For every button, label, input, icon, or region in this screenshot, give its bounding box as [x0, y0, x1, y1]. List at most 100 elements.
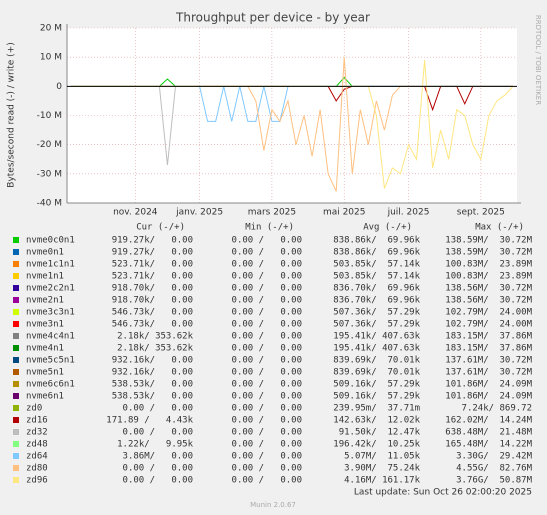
legend-swatch — [13, 285, 19, 291]
legend-cur: 1.22k/ 9.95k — [117, 440, 193, 450]
legend-min: 0.00 / 0.00 — [232, 248, 302, 258]
y-axis-label: Bytes/second read (-) / write (+) — [7, 42, 17, 187]
y-tick-label: 20 M — [40, 24, 62, 34]
legend-name: zd32 — [26, 428, 48, 438]
legend-min: 0.00 / 0.00 — [232, 368, 302, 378]
legend-max: 165.48M/ 14.22M — [445, 440, 532, 450]
legend-swatch — [13, 381, 19, 387]
legend-min: 0.00 / 0.00 — [232, 284, 302, 294]
legend-avg: 4.16M/ 161.17k — [344, 476, 420, 486]
legend-swatch — [13, 393, 19, 399]
legend-swatch — [13, 465, 19, 471]
legend-cur: 0.00 / 0.00 — [123, 476, 193, 486]
legend-min: 0.00 / 0.00 — [232, 296, 302, 306]
x-tick-label: janv. 2025 — [175, 208, 223, 218]
legend-min: 0.00 / 0.00 — [232, 332, 302, 342]
legend-avg: 507.36k/ 57.29k — [333, 320, 420, 330]
legend-cur: 171.89 / 4.43k — [106, 416, 193, 426]
y-tick-label: -20 M — [37, 140, 62, 150]
legend-max: 137.61M/ 30.72M — [445, 356, 532, 366]
legend-cur: 523.71k/ 0.00 — [112, 272, 193, 282]
legend-avg: 839.69k/ 70.01k — [333, 356, 420, 366]
legend-max: 7.24k/ 869.72 — [462, 404, 532, 414]
legend-swatch — [13, 333, 19, 339]
legend-min: 0.00 / 0.00 — [232, 356, 302, 366]
last-update: Last update: Sun Oct 26 02:00:20 2025 — [354, 488, 532, 498]
legend-name: nvme2c2n1 — [26, 284, 75, 294]
x-tick-label: juil. 2025 — [387, 208, 430, 218]
legend-cur: 919.27k/ 0.00 — [112, 248, 193, 258]
legend-cur: 538.53k/ 0.00 — [112, 380, 193, 390]
x-tick-label: mai 2025 — [323, 208, 366, 218]
legend-max: 138.59M/ 30.72M — [445, 236, 532, 246]
legend-name: zd96 — [26, 476, 48, 486]
x-tick-label: sept. 2025 — [457, 208, 505, 218]
legend-max: 183.15M/ 37.86M — [445, 332, 532, 342]
legend-swatch — [13, 297, 19, 303]
legend-column-header: Min (-/+) — [245, 223, 294, 233]
legend-swatch — [13, 357, 19, 363]
legend-name: zd48 — [26, 440, 48, 450]
legend-avg: 196.42k/ 10.25k — [333, 440, 420, 450]
side-note: RRDTOOL / TOBI OETIKER — [534, 15, 542, 105]
legend-cur: 932.16k/ 0.00 — [112, 356, 193, 366]
legend-min: 0.00 / 0.00 — [232, 464, 302, 474]
legend-name: nvme1n1 — [26, 272, 64, 282]
legend-name: nvme1c1n1 — [26, 260, 75, 270]
legend-avg: 507.36k/ 57.29k — [333, 308, 420, 318]
legend-cur: 2.18k/ 353.62k — [117, 344, 193, 354]
legend-swatch — [13, 405, 19, 411]
legend-name: nvme6n1 — [26, 392, 64, 402]
legend-cur: 919.27k/ 0.00 — [112, 236, 193, 246]
legend-min: 0.00 / 0.00 — [232, 428, 302, 438]
legend-swatch — [13, 309, 19, 315]
legend-max: 138.59M/ 30.72M — [445, 248, 532, 258]
legend-name: nvme4n1 — [26, 344, 64, 354]
legend-max: 3.76G/ 50.87M — [456, 476, 532, 486]
legend-column-header: Cur (-/+) — [136, 223, 185, 233]
legend-min: 0.00 / 0.00 — [232, 404, 302, 414]
legend-name: nvme6c6n1 — [26, 380, 75, 390]
legend-swatch — [13, 369, 19, 375]
legend-min: 0.00 / 0.00 — [232, 260, 302, 270]
footer: Munin 2.0.67 — [250, 501, 296, 509]
legend-swatch — [13, 273, 19, 279]
legend-min: 0.00 / 0.00 — [232, 476, 302, 486]
legend-avg: 142.63k/ 12.02k — [333, 416, 420, 426]
chart-title: Throughput per device - by year — [175, 11, 370, 25]
legend-max: 102.79M/ 24.00M — [445, 308, 532, 318]
legend-min: 0.00 / 0.00 — [232, 416, 302, 426]
legend-cur: 546.73k/ 0.00 — [112, 320, 193, 330]
legend-swatch — [13, 345, 19, 351]
legend-avg: 503.85k/ 57.14k — [333, 260, 420, 270]
legend-name: nvme4c4n1 — [26, 332, 75, 342]
legend-max: 162.02M/ 14.24M — [445, 416, 532, 426]
legend-min: 0.00 / 0.00 — [232, 320, 302, 330]
legend-avg: 509.16k/ 57.29k — [333, 380, 420, 390]
legend-max: 183.15M/ 37.86M — [445, 344, 532, 354]
legend-cur: 932.16k/ 0.00 — [112, 368, 193, 378]
legend-min: 0.00 / 0.00 — [232, 344, 302, 354]
legend-max: 138.56M/ 30.72M — [445, 296, 532, 306]
legend-max: 137.61M/ 30.72M — [445, 368, 532, 378]
y-tick-label: -30 M — [37, 169, 62, 179]
legend-cur: 546.73k/ 0.00 — [112, 308, 193, 318]
legend-cur: 538.53k/ 0.00 — [112, 392, 193, 402]
legend-max: 100.83M/ 23.89M — [445, 272, 532, 282]
legend-max: 102.79M/ 24.00M — [445, 320, 532, 330]
legend-min: 0.00 / 0.00 — [232, 272, 302, 282]
legend-swatch — [13, 453, 19, 459]
x-tick-label: nov. 2024 — [113, 208, 158, 218]
y-tick-label: -40 M — [37, 199, 62, 209]
y-tick-label: 0 — [56, 82, 62, 92]
legend-max: 3.30G/ 29.42M — [456, 452, 532, 462]
legend-name: nvme2n1 — [26, 296, 64, 306]
legend-column-header: Max (-/+) — [475, 223, 524, 233]
legend-swatch — [13, 249, 19, 255]
y-tick-label: 10 M — [40, 53, 62, 63]
legend-min: 0.00 / 0.00 — [232, 452, 302, 462]
legend-name: zd16 — [26, 416, 48, 426]
legend-swatch — [13, 441, 19, 447]
legend-avg: 3.90M/ 75.24k — [344, 464, 420, 474]
legend-cur: 3.86M/ 0.00 — [123, 452, 193, 462]
